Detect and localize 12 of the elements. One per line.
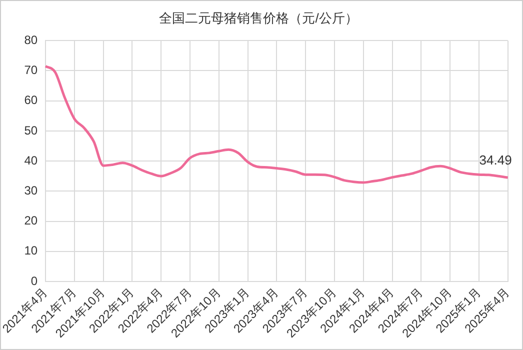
y-tick-label: 50 [24, 123, 38, 138]
line-series [44, 64, 510, 184]
y-tick-label: 10 [24, 244, 38, 258]
y-tick-label: 70 [24, 63, 38, 78]
y-tick-label: 30 [24, 183, 38, 198]
data-label: 34.49 [479, 152, 512, 168]
y-tick-label: 20 [24, 214, 38, 228]
y-tick-label: 80 [24, 32, 38, 47]
y-tick-label: 40 [24, 153, 38, 168]
y-tick-label: 60 [24, 93, 38, 108]
y-tick-label: 0 [30, 274, 38, 288]
chart-title: 全国二元母猪销售价格（元/公斤） [159, 10, 358, 26]
